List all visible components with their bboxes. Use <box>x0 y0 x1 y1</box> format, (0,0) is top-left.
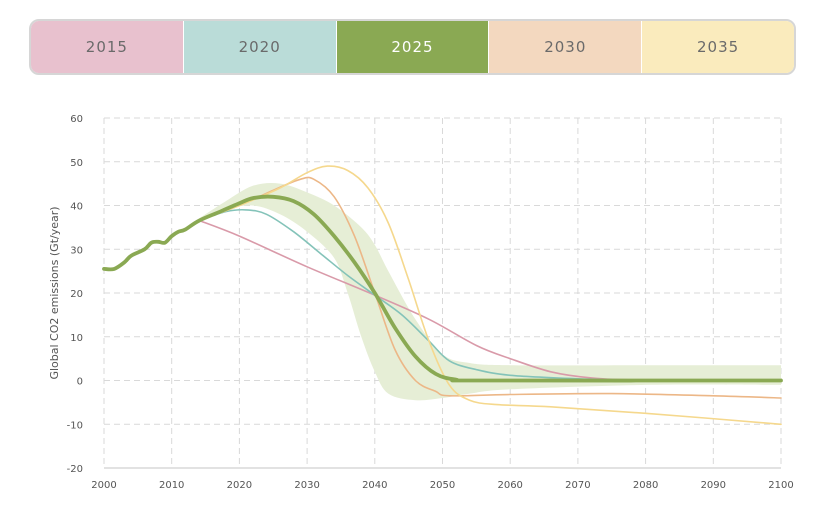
scenario-tabs: 2015 2020 2025 2030 2035 <box>29 19 796 75</box>
series-line-2020 <box>198 208 782 382</box>
series-line-2015 <box>198 219 782 382</box>
uncertainty-band <box>198 183 782 401</box>
series-line-2035 <box>198 165 782 426</box>
y-tick-label: -20 <box>67 464 83 475</box>
tab-2030[interactable]: 2030 <box>488 21 642 73</box>
x-tick-label: 2000 <box>91 480 116 491</box>
x-tick-label: 2060 <box>497 480 522 491</box>
x-tick-label: 2010 <box>159 480 184 491</box>
y-tick-label: 30 <box>70 245 83 256</box>
y-tick-label: 40 <box>70 202 83 213</box>
axes: 2000 2010 2020 2030 2040 2050 2060 2070 2080 2090… <box>67 114 794 491</box>
tab-2035[interactable]: 2035 <box>641 21 794 73</box>
series-line-2025 <box>102 194 783 383</box>
y-tick-label: 0 <box>77 377 83 388</box>
y-tick-label: 60 <box>70 114 83 125</box>
y-tick-label: 20 <box>70 289 83 300</box>
uncertainty-band-layer <box>198 183 782 401</box>
x-tick-label: 2080 <box>633 480 658 491</box>
x-tick-label: 2100 <box>768 480 793 491</box>
tab-2025[interactable]: 2025 <box>335 21 489 73</box>
y-axis-label: Global CO2 emissions (Gt/year) <box>48 206 61 379</box>
y-tick-label: 50 <box>70 158 83 169</box>
x-tick-label: 2030 <box>294 480 319 491</box>
x-tick-label: 2040 <box>362 480 387 491</box>
x-tick-label: 2070 <box>565 480 590 491</box>
series-layer <box>102 165 783 426</box>
tab-2020[interactable]: 2020 <box>182 21 336 73</box>
tab-2015[interactable]: 2015 <box>31 21 183 73</box>
y-tick-label: -10 <box>67 420 83 431</box>
x-tick-label: 2020 <box>227 480 252 491</box>
x-tick-label: 2050 <box>430 480 455 491</box>
x-tick-label: 2090 <box>701 480 726 491</box>
y-tick-label: 10 <box>70 333 83 344</box>
